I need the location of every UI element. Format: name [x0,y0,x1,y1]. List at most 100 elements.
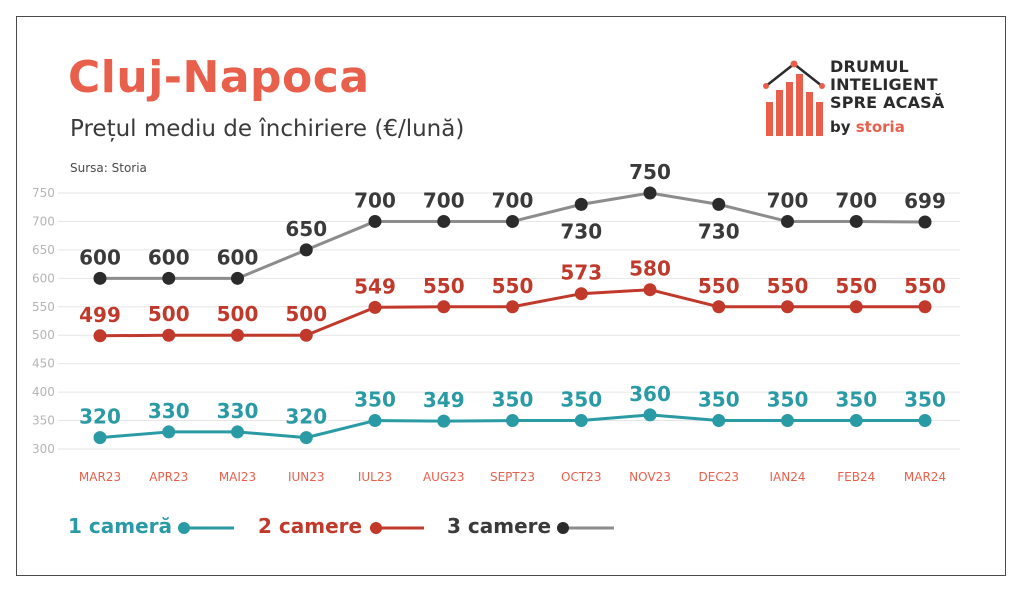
data-label-1-camera: 350 [492,388,534,412]
data-label-1-camera: 330 [217,399,259,423]
data-point-1-camera [299,431,313,445]
data-label-3-camere: 700 [492,188,534,212]
data-label-3-camere: 730 [560,219,602,243]
data-label-3-camere: 600 [217,245,259,269]
legend-label: 2 camere [258,514,363,538]
data-point-1-camera [231,425,244,439]
logo-brand: storia [855,118,905,136]
legend-item-3-camere: 3 camere [447,514,551,538]
y-tick-label: 400 [32,385,55,399]
data-label-1-camera: 320 [285,405,327,429]
data-label-1-camera: 350 [767,388,809,412]
data-label-1-camera: 349 [423,388,465,412]
data-point-3-camere [299,243,313,257]
data-point-1-camera [849,414,863,428]
data-point-2-camere [162,328,176,342]
y-tick-label: 450 [32,357,55,371]
legend-marker-3-camere [557,522,569,534]
data-label-1-camera: 330 [148,399,190,423]
legend-marker-1-camera [178,522,190,534]
x-tick-label: IUN23 [288,470,325,484]
data-point-3-camere [781,214,794,228]
logo-wordmark: DRUMUL INTELIGENT SPRE ACASĂ [830,58,944,112]
data-label-3-camere: 600 [148,245,190,269]
legend-marker-2-camere [370,522,382,534]
data-label-3-camere: 600 [79,245,121,269]
data-label-3-camere: 700 [835,188,877,212]
y-tick-label: 500 [32,328,55,342]
x-tick-label: IUL23 [358,470,392,484]
data-point-2-camere [849,300,863,314]
legend-label: 1 cameră [68,514,172,538]
data-point-3-camere [437,214,451,228]
data-label-3-camere: 700 [767,188,809,212]
source-note: Sursa: Storia [70,161,147,175]
data-label-2-camere: 550 [423,274,465,298]
data-label-2-camere: 550 [698,274,740,298]
data-point-1-camera [712,414,726,428]
data-point-2-camere [643,283,657,297]
data-label-2-camere: 550 [767,274,809,298]
data-label-3-camere: 700 [354,188,396,212]
x-tick-label: AUG23 [423,470,465,484]
data-point-1-camera [918,414,932,428]
data-label-1-camera: 350 [560,388,602,412]
storia-logo: DRUMUL INTELIGENT SPRE ACASĂ by storia [760,56,970,142]
data-label-2-camere: 499 [79,303,121,327]
legend-label: 3 camere [447,514,552,538]
data-label-2-camere: 549 [354,274,396,298]
chart-subtitle: Prețul mediu de închiriere (€/lună) [70,116,465,142]
x-tick-label: APR23 [149,470,188,484]
house-bars-icon [763,60,825,136]
x-tick-label: SEPT23 [490,470,535,484]
logo-line-1: DRUMUL [830,57,909,76]
y-tick-label: 300 [32,442,55,456]
x-tick-label: MAR24 [904,470,946,484]
data-point-2-camere [437,300,451,314]
data-label-1-camera: 350 [698,388,740,412]
y-tick-label: 700 [32,214,55,228]
data-label-2-camere: 500 [285,302,327,326]
data-label-3-camere: 750 [629,160,671,184]
data-label-1-camera: 350 [904,388,946,412]
data-label-3-camere: 650 [285,217,327,241]
data-label-2-camere: 573 [560,261,602,285]
data-point-1-camera [643,408,657,422]
data-point-2-camere [712,300,726,314]
x-tick-label: IAN24 [770,470,806,484]
y-tick-label: 600 [32,271,55,285]
logo-line-3: SPRE ACASĂ [830,93,945,112]
chart-frame [16,16,1006,576]
data-point-3-camere [574,197,588,211]
data-label-1-camera: 360 [629,382,671,406]
legend-item-1-camera: 1 cameră [68,514,172,538]
x-tick-label: DEC23 [699,470,739,484]
data-label-1-camera: 320 [79,405,121,429]
data-label-2-camere: 580 [629,257,671,281]
data-point-2-camere [574,287,588,301]
y-tick-label: 550 [32,300,55,314]
data-point-2-camere [918,300,932,314]
data-point-2-camere [231,328,244,342]
data-point-2-camere [93,329,107,343]
data-label-2-camere: 500 [148,302,190,326]
x-tick-label: NOV23 [629,470,671,484]
legend-item-2-camere: 2 camere [258,514,362,538]
x-tick-label: MAI23 [219,470,256,484]
data-point-1-camera [93,431,107,445]
data-point-3-camere [368,214,382,228]
data-point-3-camere [506,214,519,228]
data-point-1-camera [368,414,382,428]
data-point-2-camere [299,328,313,342]
logo-byline: by storia [830,118,905,136]
data-point-3-camere [918,215,932,229]
data-label-2-camere: 550 [492,274,534,298]
data-label-1-camera: 350 [354,388,396,412]
data-point-3-camere [849,214,863,228]
x-tick-label: OCT23 [561,470,601,484]
y-tick-label: 350 [32,414,55,428]
data-point-3-camere [231,271,244,285]
data-point-1-camera [781,414,794,428]
data-point-2-camere [368,300,382,314]
data-point-2-camere [506,300,519,314]
